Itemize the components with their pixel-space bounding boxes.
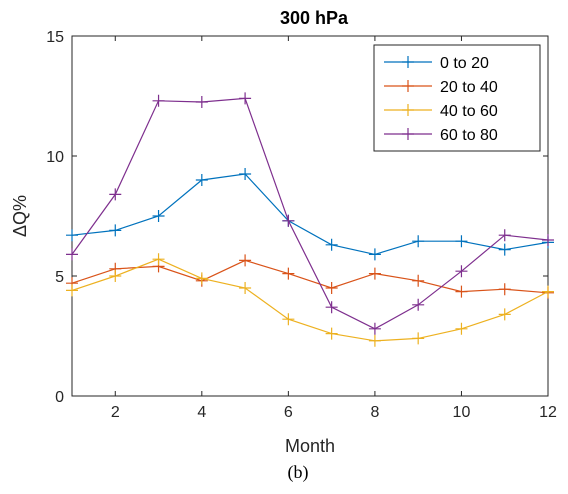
data-point (195, 272, 208, 285)
chart-title: 300 hPa (280, 8, 349, 28)
series-2 (66, 254, 554, 299)
data-point (195, 96, 208, 108)
data-point (498, 308, 511, 321)
series-line (71, 97, 549, 330)
x-tick-label: 6 (284, 404, 293, 421)
data-point (282, 267, 295, 280)
data-point (66, 248, 78, 261)
data-point (368, 322, 381, 335)
data-point (542, 285, 554, 298)
data-point (152, 210, 165, 222)
y-tick-label: 5 (55, 269, 64, 286)
data-point (498, 243, 511, 256)
series-line (71, 258, 549, 342)
data-point (368, 267, 381, 280)
data-point (152, 94, 165, 107)
data-point (282, 214, 295, 227)
x-axis: 2 4 6 8 10 12 (111, 36, 557, 421)
data-point (195, 174, 208, 186)
data-point (325, 327, 338, 340)
data-point (66, 284, 78, 297)
y-axis: 0 5 10 15 (46, 29, 548, 406)
data-point (498, 229, 511, 242)
legend-label: 0 to 20 (440, 55, 489, 72)
data-point (498, 283, 511, 296)
legend-marker (402, 128, 414, 140)
figure-caption: (b) (288, 462, 309, 483)
y-tick-label: 15 (46, 29, 64, 46)
data-point (109, 224, 122, 237)
data-point (368, 334, 381, 347)
data-point (455, 265, 468, 278)
data-point (239, 92, 252, 105)
x-tick-label: 2 (111, 404, 120, 421)
series-3 (66, 253, 554, 347)
data-point (455, 285, 468, 298)
x-axis-label: Month (285, 436, 335, 456)
y-tick-label: 0 (55, 389, 64, 406)
data-point (66, 229, 78, 242)
legend-marker (402, 80, 414, 92)
x-tick-label: 12 (539, 404, 557, 421)
legend-label: 20 to 40 (440, 79, 498, 96)
data-point (542, 234, 554, 246)
x-tick-label: 8 (370, 404, 379, 421)
legend: 0 to 20 20 to 40 40 to 60 60 to 80 (373, 44, 541, 152)
data-point (412, 298, 425, 311)
series-line (71, 173, 549, 256)
data-point (455, 235, 468, 248)
data-point (412, 274, 425, 287)
x-tick-label: 4 (197, 404, 206, 421)
legend-box (373, 44, 541, 152)
data-point (325, 282, 338, 294)
data-point (239, 282, 252, 294)
data-point (109, 188, 122, 201)
legend-label: 60 to 80 (440, 127, 498, 144)
series-line (71, 259, 549, 294)
legend-label: 40 to 60 (440, 103, 498, 120)
legend-marker (402, 56, 414, 68)
series-4 (66, 92, 554, 335)
data-point (325, 301, 338, 314)
data-point (455, 322, 468, 335)
data-point (368, 248, 381, 261)
legend-marker (402, 104, 414, 116)
data-point (239, 254, 252, 267)
data-point (325, 238, 338, 251)
data-point (152, 253, 165, 266)
y-axis-label: ΔQ% (10, 195, 30, 237)
data-point (239, 168, 252, 180)
data-point (412, 235, 425, 248)
data-point (282, 313, 295, 326)
data-point (412, 332, 425, 345)
x-tick-label: 10 (453, 404, 471, 421)
data-point (109, 270, 122, 282)
series-layer (66, 92, 554, 347)
y-tick-label: 10 (46, 149, 64, 166)
